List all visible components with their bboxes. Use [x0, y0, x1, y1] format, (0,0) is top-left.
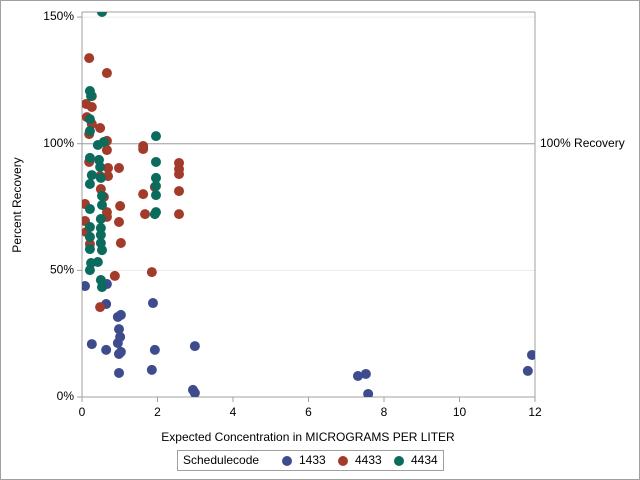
point: [86, 170, 97, 181]
point: [140, 209, 151, 220]
y-axis-title: Percent Recovery: [10, 157, 24, 252]
point: [92, 256, 103, 267]
point: [115, 201, 126, 212]
point: [82, 281, 91, 292]
x-tick-label: 2: [154, 405, 161, 419]
point: [95, 213, 106, 224]
x-tick-label: 10: [453, 405, 467, 419]
point: [150, 172, 161, 183]
point: [112, 338, 123, 349]
point: [113, 367, 124, 378]
point: [150, 131, 161, 142]
point: [84, 204, 95, 215]
legend-marker: [338, 456, 348, 466]
point: [101, 145, 112, 156]
point: [150, 156, 161, 167]
x-tick-label: 8: [381, 405, 388, 419]
legend: 1433 4433 4434: [282, 453, 438, 467]
point: [174, 169, 185, 180]
point: [95, 223, 106, 234]
point: [189, 341, 200, 352]
point: [84, 152, 95, 163]
point: [149, 209, 160, 220]
point: [84, 244, 95, 255]
point: [115, 238, 126, 248]
point: [97, 190, 108, 201]
point: [526, 349, 535, 360]
point: [84, 265, 95, 276]
point: [86, 339, 97, 350]
point: [149, 344, 160, 355]
point: [109, 270, 120, 281]
point: [138, 144, 149, 155]
point: [97, 245, 108, 256]
point: [84, 231, 95, 242]
point: [95, 172, 106, 183]
point: [189, 387, 200, 397]
point: [103, 163, 114, 174]
point: [86, 101, 97, 112]
y-tick-label: 100%: [43, 136, 74, 150]
point: [97, 200, 108, 211]
point: [150, 181, 161, 192]
point: [97, 12, 108, 17]
axes: 0% 50% 100% 150% 0 2 4 6 8 10 12 100% Recovery: [43, 9, 624, 419]
point: [86, 91, 97, 102]
point: [174, 209, 185, 220]
point: [95, 123, 106, 134]
x-tick-label: 0: [79, 405, 86, 419]
point: [84, 53, 95, 64]
point: [98, 136, 109, 147]
y-tick-label: 0%: [57, 389, 75, 403]
point: [115, 346, 126, 357]
point: [146, 364, 157, 375]
y-tick-label: 150%: [43, 9, 74, 23]
point: [174, 186, 185, 197]
point: [84, 178, 95, 189]
x-tick-label: 12: [528, 405, 542, 419]
y-tick-label: 50%: [50, 263, 74, 277]
legend-label: 4433: [355, 453, 382, 467]
legend-marker: [282, 456, 292, 466]
x-axis-title: Expected Concentration in MICROGRAMS PER…: [161, 430, 455, 444]
legend-marker: [394, 456, 404, 466]
x-tick-label: 4: [230, 405, 237, 419]
point: [101, 68, 112, 79]
legend-box: [177, 450, 444, 471]
point: [146, 267, 157, 278]
point: [150, 190, 161, 201]
point: [95, 162, 106, 173]
reference-label: 100% Recovery: [540, 136, 625, 150]
point: [363, 388, 374, 397]
point: [138, 189, 149, 200]
legend-title: Schedulecode: [183, 453, 259, 467]
point: [113, 216, 124, 227]
point: [84, 222, 95, 233]
point: [115, 309, 126, 320]
point: [101, 344, 112, 355]
point: [95, 302, 106, 313]
point: [95, 229, 106, 240]
point: [147, 298, 158, 309]
legend-label: 4434: [411, 453, 438, 467]
point: [84, 126, 95, 137]
x-tick-label: 6: [305, 405, 312, 419]
legend-label: 1433: [299, 453, 326, 467]
point: [97, 282, 108, 293]
point: [84, 114, 95, 125]
point: [113, 324, 124, 335]
points: [82, 12, 535, 397]
point: [113, 163, 124, 174]
point: [360, 368, 371, 379]
point: [352, 370, 363, 381]
point: [522, 365, 533, 376]
